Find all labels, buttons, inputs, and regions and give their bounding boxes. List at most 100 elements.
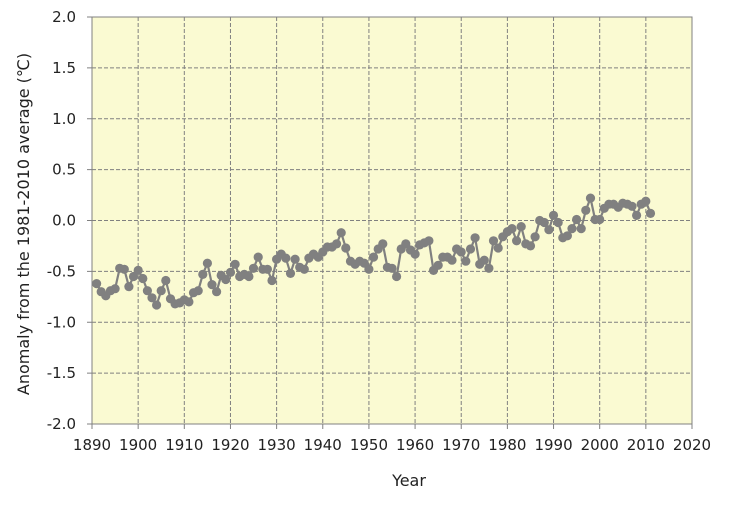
data-point (299, 264, 309, 274)
y-tick-label: -1.0 (47, 313, 76, 331)
data-point (281, 253, 291, 263)
data-point (539, 217, 549, 228)
x-tick-label: 1930 (258, 436, 296, 454)
y-tick-label: -0.5 (47, 262, 76, 280)
x-tick-label: 1900 (119, 436, 157, 454)
data-point (152, 300, 162, 310)
data-point (244, 271, 254, 282)
vertical-gridlines (137, 17, 647, 424)
y-tick-label: 0.0 (52, 212, 76, 230)
data-point (493, 243, 503, 253)
data-point (161, 275, 171, 286)
data-point (156, 286, 166, 296)
data-point (110, 284, 120, 294)
data-point (212, 287, 222, 297)
data-point (138, 273, 148, 284)
data-point (488, 236, 499, 246)
data-point (202, 258, 212, 268)
data-point (525, 241, 536, 251)
data-point (368, 252, 379, 262)
data-point (387, 263, 397, 273)
data-point (221, 274, 231, 285)
x-tick-label: 1970 (442, 436, 480, 454)
data-point (576, 224, 586, 234)
data-point (544, 225, 554, 235)
data-point (392, 271, 402, 282)
data-point (479, 255, 489, 265)
data-point (193, 286, 203, 296)
data-point (378, 239, 388, 249)
data-point (225, 267, 236, 277)
data-point (516, 222, 526, 232)
data-point (336, 228, 346, 238)
data-point (465, 244, 476, 254)
data-point (456, 247, 466, 257)
data-point (507, 224, 517, 234)
data-point (230, 259, 240, 269)
y-tick-label: 2.0 (52, 8, 76, 26)
data-point (147, 293, 157, 303)
y-axis-title: Anomaly from the 1981-2010 average (℃) (14, 53, 33, 395)
x-tick-label: 1910 (165, 436, 203, 454)
data-point (332, 239, 342, 249)
data-point (484, 263, 494, 273)
data-point (595, 214, 605, 225)
data-point (424, 236, 434, 246)
x-tick-label: 1980 (488, 436, 526, 454)
data-point (645, 208, 656, 218)
data-point (364, 264, 374, 274)
data-point (124, 282, 134, 292)
x-axis-title: Year (391, 471, 426, 490)
data-point (285, 268, 296, 278)
data-point (585, 193, 596, 203)
data-point (341, 243, 351, 253)
data-point (253, 252, 263, 262)
data-point (562, 231, 573, 241)
x-tick-label: 2020 (673, 436, 711, 454)
data-point (207, 280, 217, 290)
data-point (410, 249, 420, 259)
data-point (461, 256, 471, 266)
data-point (92, 279, 102, 289)
data-point (447, 255, 457, 265)
x-tick-label: 2000 (581, 436, 619, 454)
data-point (530, 232, 540, 242)
data-point (133, 265, 143, 275)
x-tick-label: 1940 (304, 436, 342, 454)
series-group (92, 193, 656, 310)
data-point (511, 236, 522, 246)
data-point (553, 217, 563, 228)
y-tick-labels: -2.0 -1.5 -1.0 -0.5 0.0 0.5 1.0 1.5 2.0 (47, 8, 92, 433)
data-point (632, 210, 642, 220)
x-tick-label: 1960 (396, 436, 434, 454)
data-point (119, 264, 129, 274)
data-point (627, 201, 637, 211)
x-tick-label: 2010 (627, 436, 665, 454)
data-point (248, 263, 259, 273)
data-point (198, 269, 208, 279)
data-point (262, 264, 272, 274)
data-point (567, 224, 577, 234)
data-point (433, 260, 443, 270)
data-point (267, 275, 277, 286)
x-tick-label: 1950 (350, 436, 388, 454)
y-tick-label: -1.5 (47, 364, 76, 382)
data-point (470, 233, 480, 243)
data-point (572, 214, 582, 225)
data-point (581, 205, 591, 215)
x-tick-labels: 1890 1900 1910 1920 1930 1940 1950 1960 1970 1980… (73, 424, 711, 454)
data-point (184, 297, 194, 307)
y-tick-label: -2.0 (47, 415, 76, 433)
y-tick-label: 0.5 (52, 161, 76, 179)
data-point (290, 254, 300, 264)
data-point (548, 210, 559, 220)
series-points (92, 193, 656, 310)
y-tick-label: 1.5 (52, 59, 76, 77)
y-tick-label: 1.0 (52, 110, 76, 128)
data-point (142, 286, 152, 296)
x-tick-label: 1990 (534, 436, 572, 454)
x-tick-label: 1890 (73, 436, 111, 454)
data-point (641, 196, 651, 206)
x-tick-label: 1920 (211, 436, 249, 454)
